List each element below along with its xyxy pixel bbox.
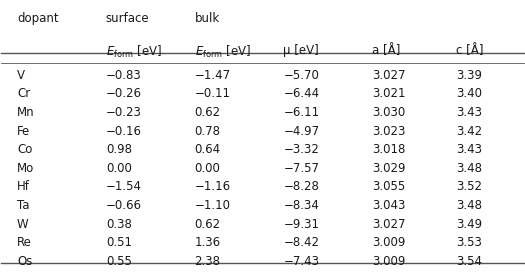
Text: 0.62: 0.62 [195, 218, 220, 231]
Text: 3.029: 3.029 [372, 162, 406, 175]
Text: −7.43: −7.43 [284, 255, 319, 268]
Text: −6.11: −6.11 [284, 106, 320, 119]
Text: 3.54: 3.54 [456, 255, 482, 268]
Text: 3.009: 3.009 [372, 236, 405, 249]
Text: 0.64: 0.64 [195, 143, 220, 156]
Text: 3.53: 3.53 [456, 236, 481, 249]
Text: 1.36: 1.36 [195, 236, 220, 249]
Text: 3.018: 3.018 [372, 143, 405, 156]
Text: 3.52: 3.52 [456, 180, 482, 193]
Text: 0.00: 0.00 [106, 162, 132, 175]
Text: 3.023: 3.023 [372, 125, 405, 137]
Text: 0.00: 0.00 [195, 162, 220, 175]
Text: dopant: dopant [17, 12, 59, 25]
Text: 3.49: 3.49 [456, 218, 482, 231]
Text: −0.11: −0.11 [195, 87, 230, 100]
Text: −3.32: −3.32 [284, 143, 319, 156]
Text: Mo: Mo [17, 162, 34, 175]
Text: 3.42: 3.42 [456, 125, 482, 137]
Text: 3.043: 3.043 [372, 199, 405, 212]
Text: Fe: Fe [17, 125, 30, 137]
Text: −7.57: −7.57 [284, 162, 319, 175]
Text: Hf: Hf [17, 180, 30, 193]
Text: 0.38: 0.38 [106, 218, 132, 231]
Text: μ [eV]: μ [eV] [284, 44, 319, 57]
Text: 3.39: 3.39 [456, 69, 482, 81]
Text: −4.97: −4.97 [284, 125, 320, 137]
Text: c [Å]: c [Å] [456, 44, 483, 57]
Text: bulk: bulk [195, 12, 220, 25]
Text: Co: Co [17, 143, 33, 156]
Text: 3.43: 3.43 [456, 143, 482, 156]
Text: −1.16: −1.16 [195, 180, 230, 193]
Text: −8.34: −8.34 [284, 199, 319, 212]
Text: 3.009: 3.009 [372, 255, 405, 268]
Text: 2.38: 2.38 [195, 255, 220, 268]
Text: Os: Os [17, 255, 33, 268]
Text: 0.62: 0.62 [195, 106, 220, 119]
Text: −0.26: −0.26 [106, 87, 142, 100]
Text: $E_{\rm form}$ [eV]: $E_{\rm form}$ [eV] [195, 44, 251, 60]
Text: −6.44: −6.44 [284, 87, 320, 100]
Text: Ta: Ta [17, 199, 29, 212]
Text: V: V [17, 69, 25, 81]
Text: −5.70: −5.70 [284, 69, 319, 81]
Text: −0.66: −0.66 [106, 199, 142, 212]
Text: Cr: Cr [17, 87, 30, 100]
Text: −0.16: −0.16 [106, 125, 142, 137]
Text: Mn: Mn [17, 106, 35, 119]
Text: 0.51: 0.51 [106, 236, 132, 249]
Text: −1.10: −1.10 [195, 199, 230, 212]
Text: −8.42: −8.42 [284, 236, 319, 249]
Text: 3.43: 3.43 [456, 106, 482, 119]
Text: a [Å]: a [Å] [372, 44, 401, 57]
Text: W: W [17, 218, 29, 231]
Text: 0.98: 0.98 [106, 143, 132, 156]
Text: 3.055: 3.055 [372, 180, 405, 193]
Text: −0.23: −0.23 [106, 106, 142, 119]
Text: 3.021: 3.021 [372, 87, 406, 100]
Text: 3.40: 3.40 [456, 87, 482, 100]
Text: surface: surface [106, 12, 150, 25]
Text: −0.83: −0.83 [106, 69, 142, 81]
Text: 3.027: 3.027 [372, 218, 406, 231]
Text: −9.31: −9.31 [284, 218, 319, 231]
Text: 3.030: 3.030 [372, 106, 405, 119]
Text: 0.78: 0.78 [195, 125, 220, 137]
Text: −1.47: −1.47 [195, 69, 230, 81]
Text: Re: Re [17, 236, 32, 249]
Text: 3.48: 3.48 [456, 162, 482, 175]
Text: $E_{\rm form}$ [eV]: $E_{\rm form}$ [eV] [106, 44, 162, 60]
Text: 3.48: 3.48 [456, 199, 482, 212]
Text: 3.027: 3.027 [372, 69, 406, 81]
Text: −1.54: −1.54 [106, 180, 142, 193]
Text: −8.28: −8.28 [284, 180, 319, 193]
Text: 0.55: 0.55 [106, 255, 132, 268]
